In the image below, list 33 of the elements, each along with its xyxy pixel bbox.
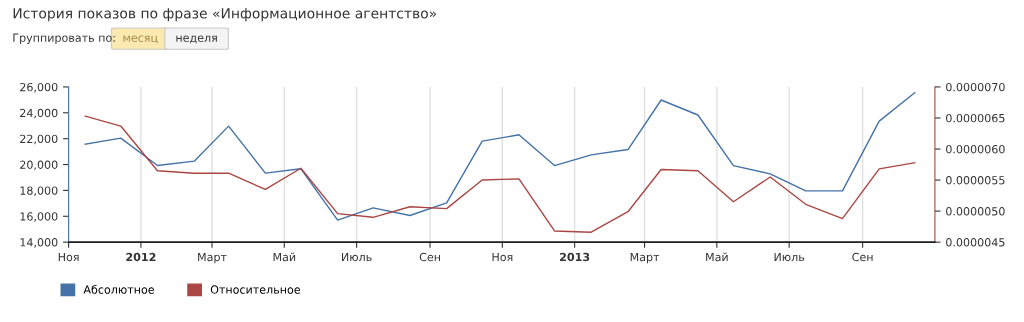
- text: месяц: [123, 35, 158, 44]
- x-tick-label: Ноя: [58, 252, 79, 262]
- y-tick-label: 16,000: [20, 212, 58, 222]
- y2-tick-label: 0.0000050: [946, 207, 1005, 216]
- chart-title: История показов по фразе «Информационное агентство»: [13, 8, 437, 22]
- legend-label: Абсолютное: [83, 284, 155, 294]
- y-tick-label: 20,000: [20, 160, 58, 171]
- y-tick-label: 22,000: [20, 134, 58, 145]
- text: неделя: [176, 35, 217, 44]
- x-tick-label: Сен: [852, 252, 873, 262]
- x-tick-label: Май: [706, 252, 728, 262]
- x-tick-label: 2012: [126, 252, 156, 262]
- y-tick-label: 24,000: [20, 108, 58, 119]
- x-tick-label: Июль: [774, 252, 805, 262]
- y-tick-label: 14,000: [20, 238, 58, 248]
- y2-tick-label: 0.0000070: [946, 82, 1005, 92]
- x-tick-label: Март: [198, 252, 227, 264]
- y-tick-label: 26,000: [20, 82, 58, 93]
- line-series: [84, 115, 916, 233]
- x-tick-label: Ноя: [492, 252, 513, 262]
- y2-tick-label: 0.0000060: [946, 145, 1005, 154]
- text: Группировать по:: [13, 33, 115, 45]
- y2-tick-label: 0.0000065: [946, 113, 1005, 123]
- y2-tick-label: 0.0000055: [946, 176, 1005, 185]
- x-tick-label: Июль: [342, 252, 372, 262]
- x-tick-label: 2013: [560, 252, 590, 262]
- x-tick-label: Сен: [419, 252, 440, 262]
- legend-label: Относительное: [210, 285, 301, 294]
- x-tick-label: Май: [273, 252, 296, 262]
- x-tick-label: Март: [630, 252, 660, 264]
- y-tick-label: 18,000: [20, 186, 58, 196]
- y2-tick-label: 0.0000045: [946, 238, 1005, 247]
- line-series: [84, 91, 916, 221]
